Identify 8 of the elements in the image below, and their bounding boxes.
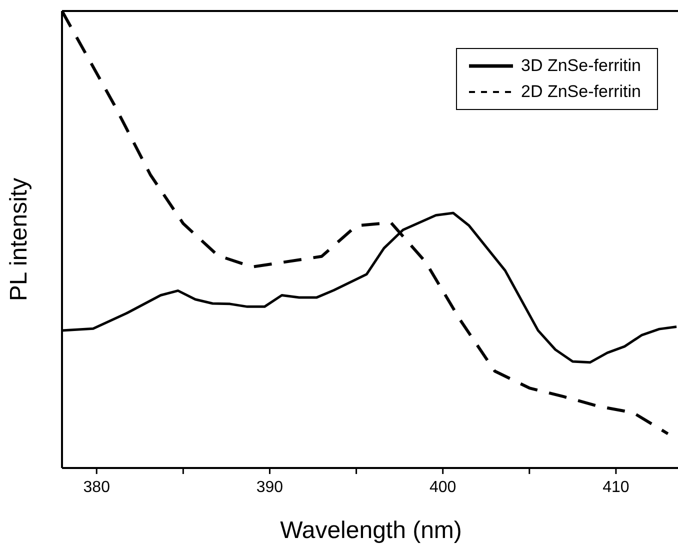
x-axis-title: Wavelength (nm) [280,517,462,544]
y-axis-title: PL intensity [6,178,33,302]
x-tick-label: 390 [256,479,284,496]
legend-label: 2D ZnSe-ferritin [521,82,641,102]
x-tick-label: 400 [429,479,456,496]
legend-label: 3D ZnSe-ferritin [521,56,641,76]
x-tick-label: 380 [83,479,110,496]
x-tick-label: 410 [602,479,630,496]
